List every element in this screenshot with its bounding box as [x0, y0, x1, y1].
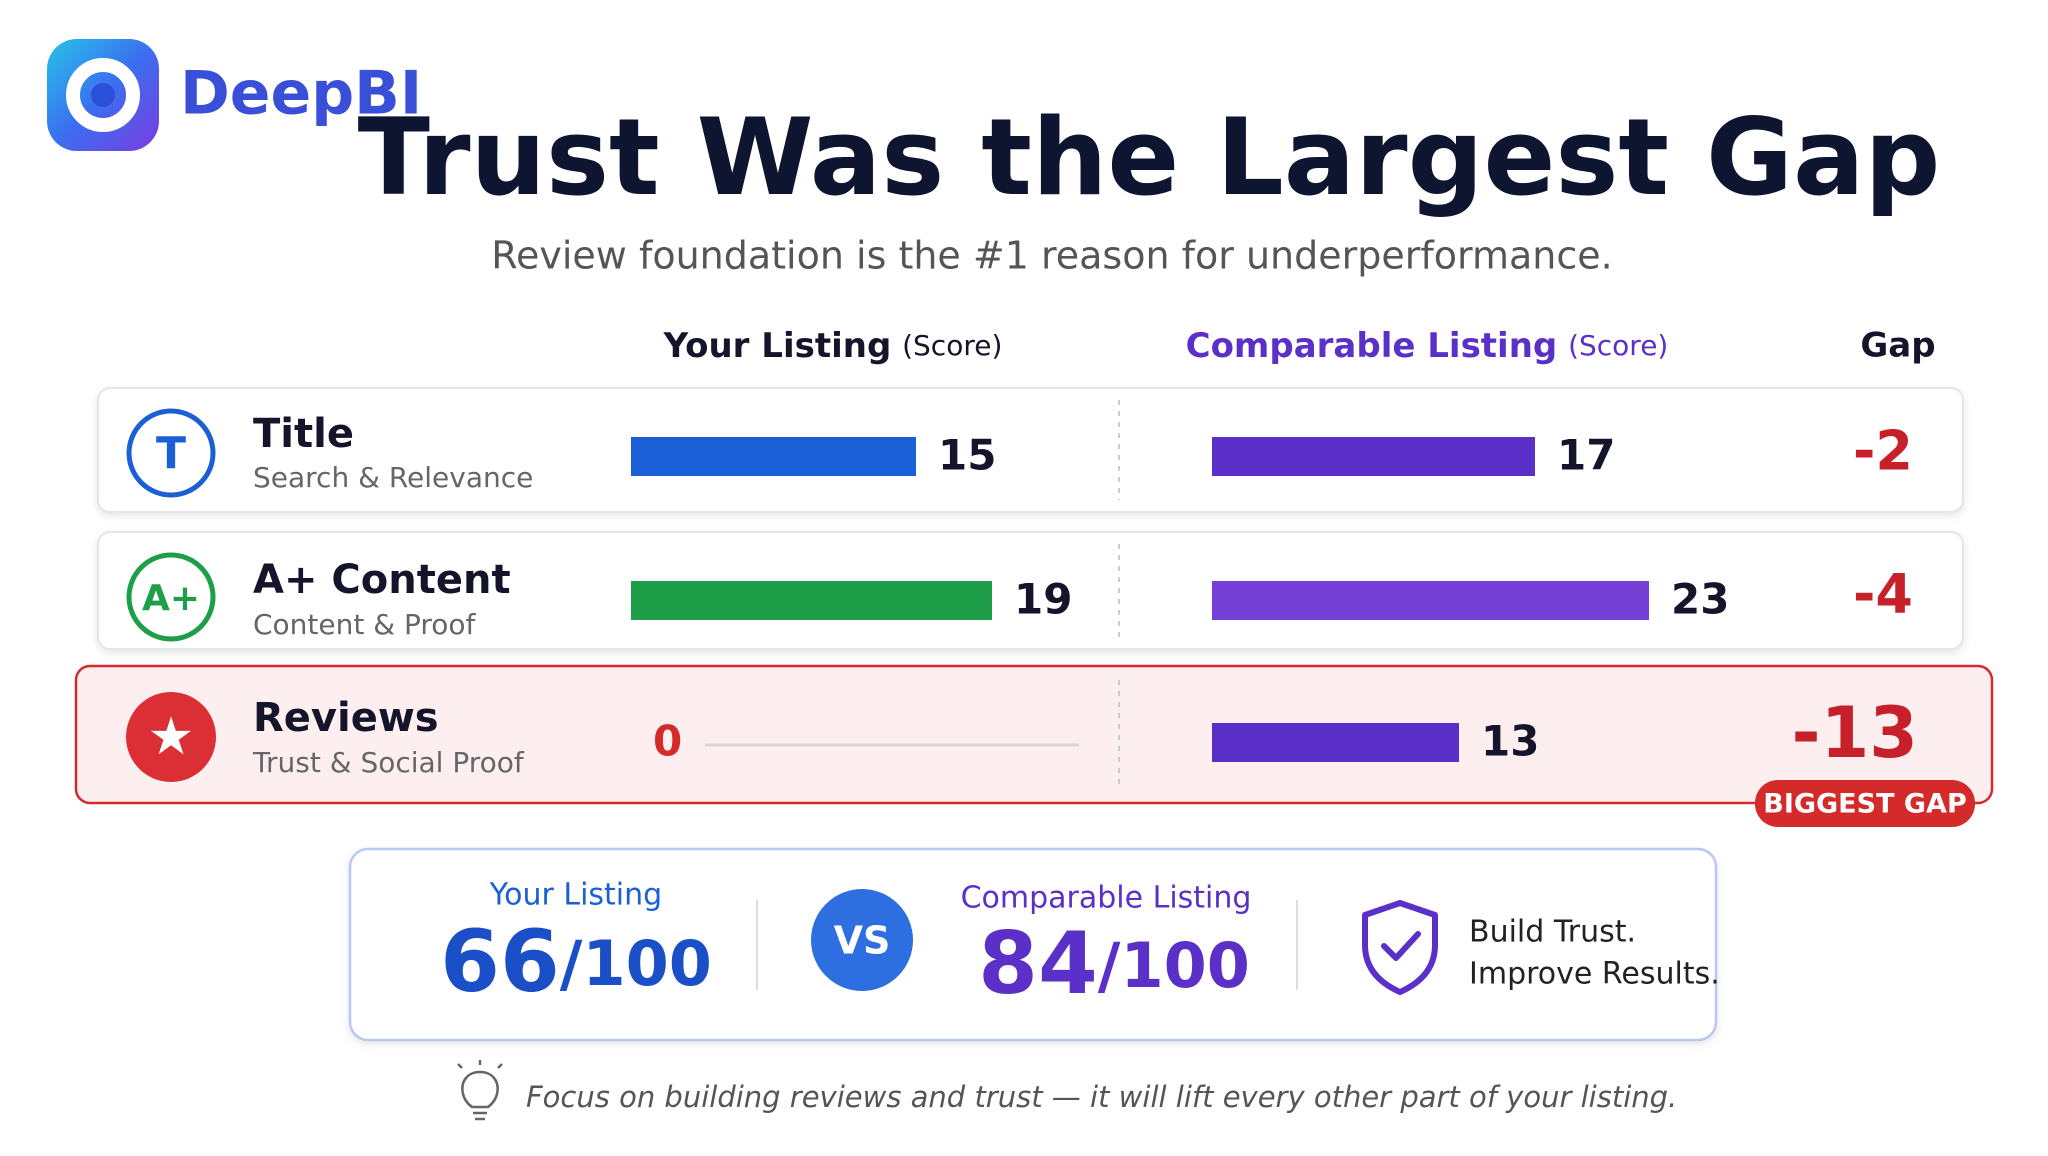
logo-dot: [91, 83, 115, 107]
column-unit: (Score): [902, 329, 1002, 362]
column-unit: (Score): [1568, 329, 1668, 362]
bar: [1212, 581, 1649, 620]
row-icon: [126, 552, 216, 642]
summary-score: 84/100: [978, 914, 1250, 1014]
row-subtitle: Search & Relevance: [253, 461, 533, 494]
value-label: 13: [1481, 717, 1539, 766]
column-label: Your Listing: [663, 326, 892, 366]
row-icon-text: T: [156, 428, 186, 479]
summary-message: Build Trust.: [1469, 915, 1636, 950]
value-label: 17: [1557, 431, 1615, 480]
score-total: /100: [560, 927, 712, 1000]
column-header: Gap: [1860, 326, 1935, 366]
subtitle: Review foundation is the #1 reason for u…: [491, 234, 1612, 278]
badge-text: BIGGEST GAP: [1763, 789, 1967, 820]
column-label: Comparable Listing: [1186, 326, 1558, 366]
value-label: 19: [1014, 575, 1072, 624]
shield-icon: [1362, 900, 1438, 995]
check-icon: [1381, 931, 1421, 961]
row-icon: [126, 408, 216, 498]
badge: [1755, 780, 1975, 827]
footer-text: Focus on building reviews and trust — it…: [526, 1080, 1677, 1114]
gap-value: -13: [1792, 692, 1918, 774]
logo-ring: [66, 58, 140, 132]
summary-label: Comparable Listing: [961, 881, 1252, 916]
row-subtitle: Content & Proof: [253, 608, 477, 641]
score: 84: [978, 914, 1098, 1014]
row-name: A+ Content: [253, 557, 511, 603]
score-total: /100: [1098, 929, 1250, 1002]
summary-card: [348, 847, 1718, 1042]
row-icon-text: A+: [142, 578, 200, 619]
gap-value: -4: [1853, 563, 1913, 626]
bar: [1212, 437, 1535, 476]
value-label: 0: [653, 717, 682, 766]
row-name: Reviews: [253, 695, 439, 741]
vs-circle: [811, 889, 913, 991]
row-card: [97, 387, 1964, 513]
bulb-icon: [457, 1060, 503, 1121]
gap-value: -2: [1853, 420, 1913, 483]
bar: [1212, 723, 1459, 762]
row-subtitle: Trust & Social Proof: [252, 746, 525, 779]
summary-label: Your Listing: [489, 878, 662, 913]
row-name: Title: [253, 411, 354, 457]
logo-text: DeepBI: [180, 59, 422, 129]
column-header: Your Listing (Score): [663, 326, 1003, 366]
column-header: Comparable Listing (Score): [1186, 326, 1669, 366]
vs-text: VS: [834, 919, 891, 963]
value-label: 23: [1671, 575, 1729, 624]
summary-score: 66/100: [440, 912, 712, 1012]
bar: [631, 437, 916, 476]
value-label: 15: [938, 431, 996, 480]
summary-message: Improve Results.: [1469, 957, 1720, 992]
title: Trust Was the Largest Gap: [358, 96, 1941, 219]
row-icon-text: ★: [148, 707, 195, 767]
row-icon: [126, 692, 216, 782]
score: 66: [440, 912, 560, 1012]
row-card-highlight: [74, 664, 1994, 805]
bar: [631, 581, 992, 620]
